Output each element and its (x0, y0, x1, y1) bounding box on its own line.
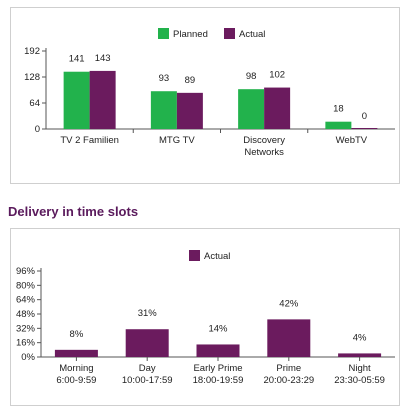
category-sublabel: 20:00-23:29 (263, 375, 314, 386)
bar-actual (264, 87, 291, 129)
category-label: Prime (276, 363, 301, 374)
y-tick-label: 192 (24, 46, 40, 57)
bar-actual (351, 128, 378, 129)
data-label: 93 (159, 73, 170, 84)
category-label: WebTV (336, 135, 368, 146)
data-label: 143 (95, 53, 111, 64)
category-label: Discovery Networks (243, 135, 285, 158)
bar-actual (125, 329, 169, 357)
category-label: Early Prime (193, 363, 242, 374)
bar-planned (63, 71, 90, 129)
legend-label-actual: Actual (239, 29, 265, 40)
legend-swatch-actual (189, 250, 200, 261)
y-tick-label: 0% (21, 352, 35, 363)
data-label: 0 (362, 111, 367, 122)
data-label: 4% (353, 332, 367, 343)
legend-label-planned: Planned (173, 29, 208, 40)
category-label-line: MTG TV (159, 135, 195, 146)
bar-actual (196, 344, 240, 357)
data-label: 14% (208, 323, 228, 334)
bar-actual (267, 319, 311, 357)
channel-delivery-panel: Planned Actual 0 64 128 192 141 143 TV 2 Familie… (10, 7, 400, 184)
data-label: 98 (246, 71, 257, 82)
bar-planned (150, 91, 177, 129)
category-sublabel: 18:00-19:59 (193, 375, 244, 386)
bar-planned (238, 89, 265, 129)
y-tick-label: 16% (16, 338, 36, 349)
y-tick-label: 96% (16, 266, 36, 277)
category-sublabel: 6:00-9:59 (56, 375, 96, 386)
y-tick-label: 64% (16, 295, 36, 306)
data-label: 102 (269, 70, 285, 81)
category-label: Day (139, 363, 156, 374)
category-label: TV 2 Familien (60, 135, 119, 146)
category-label: Night (349, 363, 372, 374)
bar-actual (54, 349, 98, 357)
y-tick-label: 64 (29, 98, 40, 109)
time-slot-chart: Actual 0% 16% 32% 48% 64% 80% 96% 8% Morning6:00-… (16, 250, 395, 386)
data-label: 31% (138, 308, 158, 319)
y-tick-label: 32% (16, 323, 36, 334)
data-label: 42% (279, 298, 299, 309)
data-label: 141 (69, 54, 85, 65)
section-title: Delivery in time slots (8, 204, 139, 219)
y-tick-label: 48% (16, 309, 36, 320)
y-tick-label: 80% (16, 280, 36, 291)
bar-actual (338, 353, 382, 357)
channel-delivery-chart: Planned Actual 0 64 128 192 141 143 TV 2 Familie… (24, 28, 395, 158)
category-label: Morning (59, 363, 93, 374)
legend-swatch-planned (158, 28, 169, 39)
data-label: 8% (70, 329, 84, 340)
category-sublabel: 10:00-17:59 (122, 375, 173, 386)
bar-actual (89, 70, 116, 129)
category-label: MTG TV (159, 135, 195, 146)
data-label: 89 (185, 75, 196, 86)
time-slot-panel: Actual 0% 16% 32% 48% 64% 80% 96% 8% Morning 6:00-… (10, 228, 400, 406)
category-label-line: Discovery (243, 135, 285, 146)
category-label-line: Networks (244, 147, 284, 158)
y-tick-label: 0 (35, 124, 40, 135)
legend-swatch-actual (224, 28, 235, 39)
data-label: 18 (333, 104, 344, 115)
legend-label-actual: Actual (204, 251, 230, 262)
bar-planned (325, 121, 352, 129)
category-sublabel: 23:30-05:59 (334, 375, 385, 386)
category-label-line: WebTV (336, 135, 368, 146)
bar-actual (176, 92, 203, 129)
category-label-line: TV 2 Familien (60, 135, 119, 146)
y-tick-label: 128 (24, 72, 40, 83)
